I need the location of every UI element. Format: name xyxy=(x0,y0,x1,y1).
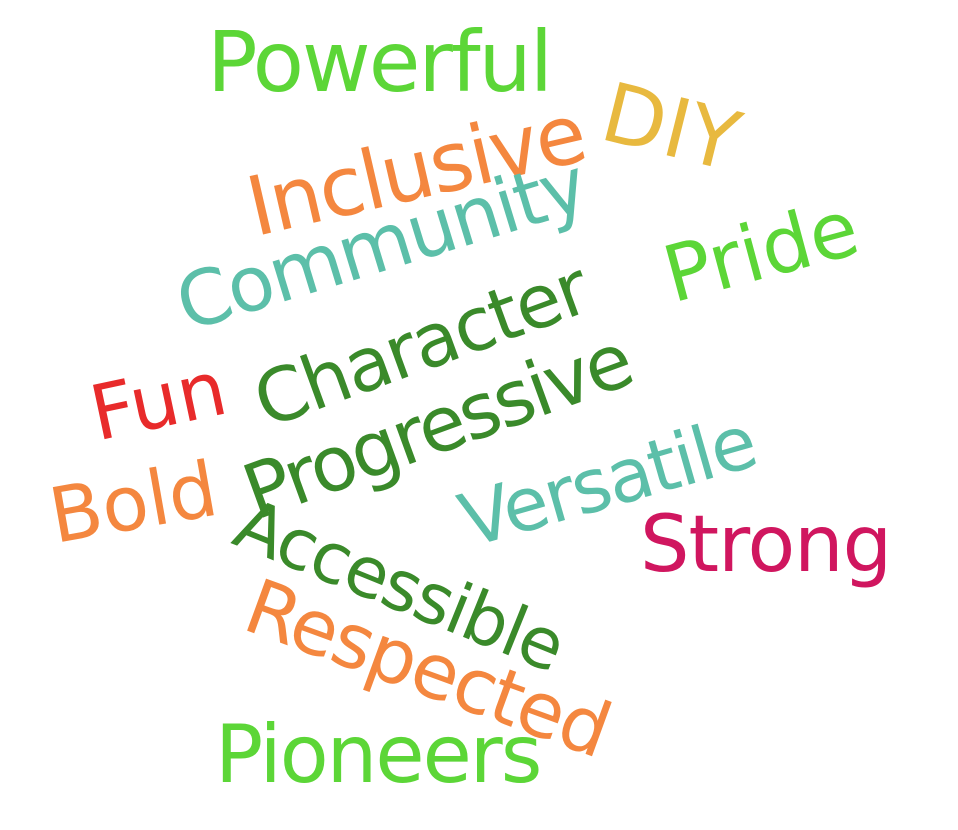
word-pioneers: Pioneers xyxy=(215,708,542,801)
word-pride: Pride xyxy=(654,183,868,322)
word-strong: Strong xyxy=(640,500,892,590)
word-diy: DIY xyxy=(592,65,750,191)
word-bold: Bold xyxy=(42,443,224,561)
word-powerful: Powerful xyxy=(207,13,553,111)
word-fun: Fun xyxy=(82,342,234,459)
